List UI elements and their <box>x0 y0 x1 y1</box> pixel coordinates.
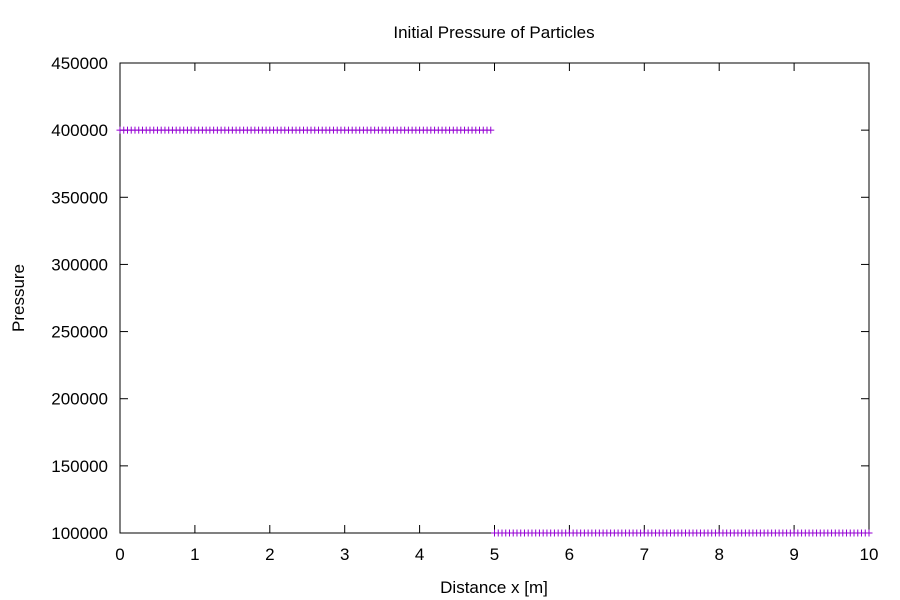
x-tick-label: 4 <box>415 545 424 564</box>
y-axis-label: Pressure <box>9 264 28 332</box>
x-tick-label: 3 <box>340 545 349 564</box>
chart-title: Initial Pressure of Particles <box>393 23 594 42</box>
x-axis: 0 1 2 3 4 5 6 7 8 9 10 <box>115 63 878 564</box>
x-tick-label: 2 <box>265 545 274 564</box>
x-tick-label: 0 <box>115 545 124 564</box>
y-tick-label: 200000 <box>51 390 108 409</box>
x-tick-label: 5 <box>490 545 499 564</box>
y-tick-label: 350000 <box>51 188 108 207</box>
y-tick-label: 150000 <box>51 457 108 476</box>
y-tick-label: 300000 <box>51 255 108 274</box>
y-tick-label: 400000 <box>51 121 108 140</box>
x-tick-label: 6 <box>565 545 574 564</box>
x-tick-label: 10 <box>860 545 879 564</box>
data-series <box>116 126 873 537</box>
y-tick-label: 450000 <box>51 54 108 73</box>
y-tick-label: 250000 <box>51 323 108 342</box>
data-point <box>487 126 495 134</box>
x-tick-label: 8 <box>714 545 723 564</box>
y-tick-label: 100000 <box>51 524 108 543</box>
data-point <box>865 529 873 537</box>
x-axis-label: Distance x [m] <box>440 578 548 597</box>
x-tick-label: 1 <box>190 545 199 564</box>
y-axis: 100000 150000 200000 250000 300000 350000 4000… <box>51 54 869 543</box>
x-tick-label: 9 <box>789 545 798 564</box>
x-tick-label: 7 <box>640 545 649 564</box>
